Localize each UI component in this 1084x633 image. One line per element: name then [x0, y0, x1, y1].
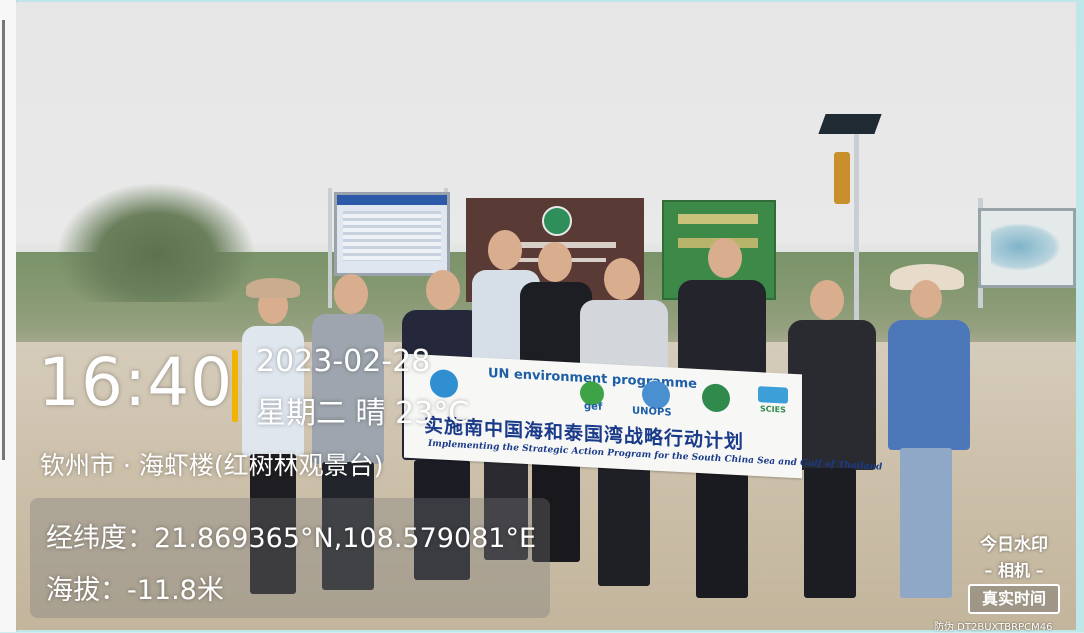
gef-logo: gef	[584, 401, 603, 413]
camera-brand-name: 今日水印	[980, 535, 1048, 555]
person-body	[242, 326, 304, 456]
scies-logo: SCIES	[760, 404, 786, 415]
watermark-divider	[232, 350, 238, 422]
person-body	[788, 320, 876, 470]
person-head	[708, 238, 742, 278]
map-sign	[978, 208, 1076, 288]
scroll-bar	[2, 20, 5, 460]
info-sign-blue	[334, 192, 450, 276]
sun-hat	[246, 278, 300, 298]
solar-pole	[854, 130, 859, 320]
person-legs	[900, 448, 952, 598]
person-legs	[322, 462, 374, 590]
anti-fake-code: 防伪 DT2BUXTBRPCM46	[934, 622, 1053, 633]
photo: UN environment programme gef UNOPS SCIES…	[16, 2, 1076, 630]
person-legs	[250, 454, 296, 594]
person-head	[426, 270, 460, 310]
person-body	[888, 320, 970, 450]
person-legs	[414, 460, 470, 580]
sign-text-line	[678, 214, 758, 224]
watermark-location: 钦州市 · 海虾楼(红树林观景台)	[40, 451, 384, 480]
person	[308, 274, 388, 604]
camera-brand: 今日水印 – 相机 –	[966, 530, 1062, 581]
person-head	[488, 230, 522, 270]
camera-brand-sub: – 相机 –	[984, 561, 1044, 580]
person-body	[312, 314, 384, 464]
person-head	[910, 280, 942, 318]
sign-header	[337, 195, 447, 205]
real-time-badge: 真实时间	[968, 584, 1060, 614]
reserve-emblem-icon	[542, 206, 572, 236]
person-legs	[804, 468, 856, 598]
person	[784, 280, 880, 610]
person-legs	[598, 450, 650, 586]
watermark-panel	[30, 498, 550, 618]
sign-text-lines	[343, 211, 441, 261]
person	[238, 278, 308, 608]
person-head	[604, 258, 640, 300]
solar-panel	[818, 114, 882, 134]
sign-pole	[328, 188, 332, 308]
trees	[56, 182, 256, 302]
watermark-coordinates: 经纬度：21.869365°N,108.579081°E	[46, 523, 537, 554]
map-graphic	[991, 223, 1061, 271]
watermark-altitude: 海拔：-11.8米	[46, 575, 224, 606]
person-head	[810, 280, 844, 320]
scies-logo-icon	[758, 386, 788, 404]
watermark-time: 16:40	[38, 344, 234, 421]
unops-logo: UNOPS	[632, 405, 672, 419]
emblem-icon	[702, 383, 730, 413]
person-head	[334, 274, 368, 314]
insect-lamp	[834, 152, 850, 204]
person	[880, 264, 976, 614]
watermark-weather: 星期二 晴 23°C	[256, 396, 470, 431]
person-head	[538, 242, 572, 282]
unops-globe-icon	[642, 380, 670, 410]
watermark-date: 2023-02-28	[256, 344, 431, 379]
left-edge-strip	[0, 0, 17, 632]
